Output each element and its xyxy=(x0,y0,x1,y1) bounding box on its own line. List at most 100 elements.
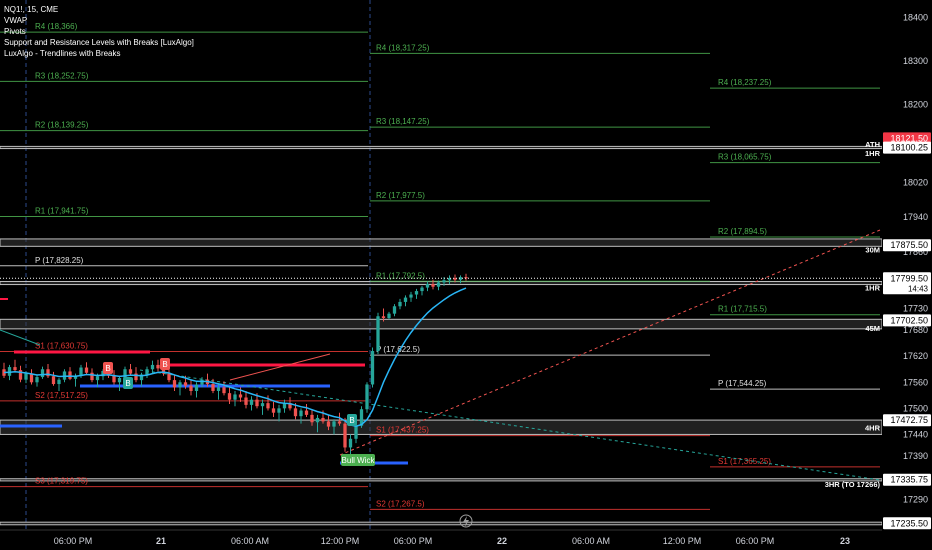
pivot-label: P (17,544.25) xyxy=(718,379,767,388)
pivot-label: R2 (17,977.5) xyxy=(376,191,425,200)
candle-body xyxy=(40,369,45,378)
candle-body xyxy=(447,278,452,281)
pivot-label: R4 (18,317.25) xyxy=(376,43,430,52)
candle-body xyxy=(73,375,78,379)
level-tag: 3HR (TO 17266) xyxy=(825,480,881,489)
candle-body xyxy=(216,387,221,391)
price-tick: 17290 xyxy=(903,495,928,505)
candle-body xyxy=(244,397,248,405)
candle-body xyxy=(178,382,182,388)
pivot-label: R3 (18,147.25) xyxy=(376,117,430,126)
candle-body xyxy=(128,369,133,374)
price-tick: 17500 xyxy=(903,403,928,413)
pivot-label: S1 (17,365.25) xyxy=(718,457,771,466)
candle-body xyxy=(260,403,265,407)
signal-marker xyxy=(347,414,357,426)
candle-body xyxy=(293,408,298,417)
price-label-box xyxy=(883,132,931,145)
candle-body xyxy=(376,316,380,352)
pivot-label: P (17,622.5) xyxy=(376,345,420,354)
signal-marker xyxy=(103,362,113,374)
candle-body xyxy=(24,373,28,380)
candle-body xyxy=(420,287,424,292)
candle-body xyxy=(348,438,353,448)
sr-zone xyxy=(0,478,883,482)
candle-body xyxy=(167,373,171,381)
price-label: 17702.50 xyxy=(890,315,928,325)
candle-body xyxy=(101,371,105,377)
time-tick: 06:00 AM xyxy=(231,536,269,546)
candle-body xyxy=(282,403,287,409)
candle-body xyxy=(112,375,116,383)
candle-body xyxy=(79,367,83,376)
time-tick: 12:00 PM xyxy=(663,536,702,546)
candle-body xyxy=(183,382,188,386)
price-label: 17235.50 xyxy=(890,518,928,528)
candle-body xyxy=(161,368,166,374)
candle-body xyxy=(409,294,413,298)
candle-body xyxy=(90,372,94,381)
candle-body xyxy=(18,370,23,380)
candle-body xyxy=(134,373,138,381)
indicator-pivots[interactable]: Pivots xyxy=(4,27,26,36)
signal-marker-label: Bull Wick xyxy=(342,456,376,465)
candle-body xyxy=(249,399,254,405)
price-label-box xyxy=(883,239,931,252)
candle-body xyxy=(271,408,276,413)
symbol-title[interactable]: NQ1!, 15, CME xyxy=(4,5,59,14)
candle-body xyxy=(315,417,320,423)
signal-marker xyxy=(123,377,133,389)
pivot-label: R3 (18,065.75) xyxy=(718,153,772,162)
price-label: 17335.75 xyxy=(890,475,928,485)
signal-marker-label: B xyxy=(125,379,130,388)
sr-zone xyxy=(0,419,883,435)
indicator-trendlines[interactable]: LuxAlgo - Trendlines with Breaks xyxy=(4,49,121,58)
price-tick: 18020 xyxy=(903,177,928,187)
candle-body xyxy=(398,301,402,307)
candle-body xyxy=(414,291,419,295)
candle-body xyxy=(95,376,100,381)
candle-body xyxy=(403,297,408,302)
sr-zone xyxy=(0,521,883,526)
time-tick: 06:00 PM xyxy=(394,536,433,546)
pivot-label: R3 (18,252.75) xyxy=(35,71,89,80)
pivot-label: R1 (17,792.5) xyxy=(376,271,425,280)
sr-zone xyxy=(0,238,883,247)
candle-body xyxy=(464,277,468,279)
price-label: 18121.50 xyxy=(890,133,928,143)
price-tick: 18400 xyxy=(903,12,928,22)
signal-marker xyxy=(160,358,170,370)
candle-body xyxy=(310,414,314,423)
candle-body xyxy=(387,313,391,318)
pivot-label: S1 (17,437.25) xyxy=(376,426,429,435)
candle-body xyxy=(359,409,364,426)
candle-body xyxy=(288,403,292,409)
signal-marker-label: B xyxy=(162,360,167,369)
indicator-vwap[interactable]: VWAP xyxy=(4,16,28,25)
pivot-label: S1 (17,630.75) xyxy=(35,342,88,351)
candle-body xyxy=(425,284,430,288)
pivot-label: R4 (18,366) xyxy=(35,22,78,31)
indicator-support-resistance[interactable]: Support and Resistance Levels with Break… xyxy=(4,38,194,47)
candle-body xyxy=(381,316,386,318)
signal-marker-label: B xyxy=(349,416,354,425)
candle-body xyxy=(255,399,259,407)
pivot-label: S3 (17,319.75) xyxy=(35,477,88,486)
pivot-label: S2 (17,267.5) xyxy=(376,499,425,508)
candle-body xyxy=(117,377,122,383)
pivot-label: R2 (18,139.25) xyxy=(35,121,89,130)
pivot-label: R2 (17,894.5) xyxy=(718,227,767,236)
candle-body xyxy=(337,421,342,424)
candle-body xyxy=(156,364,160,369)
candle-body xyxy=(299,410,303,417)
price-label-box xyxy=(883,473,931,486)
lightning-icon xyxy=(459,514,473,528)
candle-body xyxy=(172,380,177,388)
level-tag: ATH xyxy=(865,140,880,149)
price-tick: 17620 xyxy=(903,351,928,361)
price-label-box xyxy=(883,141,931,154)
price-tick: 17560 xyxy=(903,377,928,387)
price-tick: 17730 xyxy=(903,303,928,313)
